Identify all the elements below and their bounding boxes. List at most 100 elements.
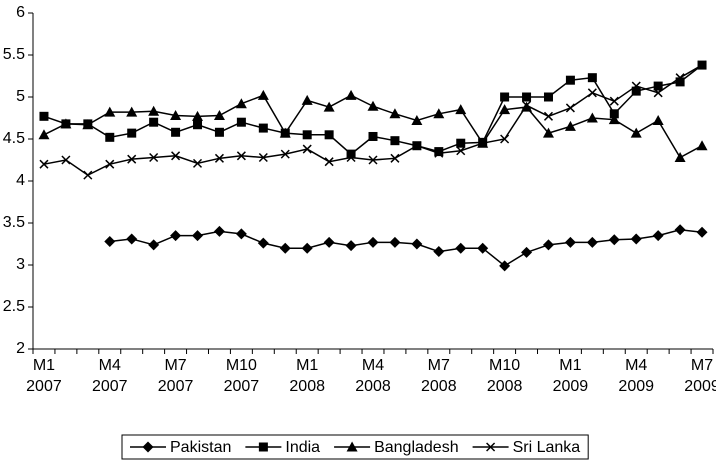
x-tick-label-box: M4 2007 bbox=[91, 357, 128, 395]
x-tick-label: M1 2007 bbox=[26, 357, 62, 395]
marker bbox=[522, 92, 532, 102]
marker bbox=[192, 230, 204, 242]
marker bbox=[148, 105, 160, 116]
marker bbox=[499, 260, 511, 272]
marker bbox=[434, 147, 444, 157]
y-tick-label: 4.5 bbox=[3, 130, 25, 147]
marker bbox=[105, 159, 115, 169]
marker bbox=[324, 130, 334, 140]
marker bbox=[257, 89, 269, 100]
marker bbox=[104, 235, 116, 247]
marker bbox=[236, 117, 246, 127]
x-tick-label: M1 2008 bbox=[289, 357, 325, 395]
marker bbox=[126, 233, 138, 245]
marker bbox=[500, 134, 510, 144]
marker bbox=[83, 170, 93, 180]
legend-label: Sri Lanka bbox=[513, 439, 581, 456]
marker bbox=[39, 111, 49, 121]
marker bbox=[82, 119, 94, 130]
x-tick-label: M4 2008 bbox=[355, 357, 391, 395]
marker bbox=[302, 130, 312, 140]
marker bbox=[478, 138, 488, 148]
marker bbox=[608, 234, 620, 246]
marker bbox=[142, 441, 154, 453]
marker bbox=[279, 127, 291, 138]
marker bbox=[586, 236, 598, 248]
marker bbox=[609, 109, 619, 119]
marker bbox=[564, 236, 576, 248]
marker bbox=[389, 108, 401, 119]
marker bbox=[455, 242, 467, 254]
marker bbox=[258, 123, 268, 133]
marker bbox=[170, 230, 182, 242]
marker bbox=[346, 149, 356, 159]
marker bbox=[696, 226, 708, 238]
legend-label: Pakistan bbox=[170, 439, 231, 456]
x-tick-label: M1 2009 bbox=[552, 357, 589, 395]
marker bbox=[389, 236, 401, 248]
y-tick-label: 3.5 bbox=[3, 214, 25, 231]
marker bbox=[368, 131, 378, 141]
legend-label: Bangladesh bbox=[374, 439, 459, 456]
marker bbox=[433, 108, 445, 119]
marker bbox=[213, 109, 225, 120]
marker bbox=[171, 151, 181, 161]
marker bbox=[345, 240, 357, 252]
marker bbox=[412, 141, 422, 151]
x-tick-label: M7 2007 bbox=[157, 357, 194, 395]
marker bbox=[60, 118, 72, 129]
marker bbox=[631, 86, 641, 96]
marker bbox=[631, 81, 641, 91]
marker bbox=[674, 224, 686, 236]
legend: Pakistan India Bangladesh Sri Lanka bbox=[121, 434, 589, 460]
x-tick-label-box: M7 2007 bbox=[157, 357, 194, 395]
marker bbox=[565, 75, 575, 85]
marker bbox=[301, 94, 313, 105]
marker bbox=[499, 104, 511, 115]
marker bbox=[235, 228, 247, 240]
x-tick-label-box: M7 2009 bbox=[684, 357, 716, 395]
marker bbox=[280, 149, 290, 159]
marker bbox=[235, 98, 247, 109]
marker bbox=[104, 106, 116, 117]
marker bbox=[542, 127, 554, 138]
marker bbox=[61, 155, 71, 165]
marker bbox=[149, 152, 159, 163]
marker bbox=[456, 138, 466, 148]
marker bbox=[477, 242, 489, 254]
marker bbox=[652, 230, 664, 242]
x-tick-label-box: M10 2008 bbox=[487, 357, 523, 395]
marker bbox=[565, 103, 575, 113]
x-tick-label-box: M4 2009 bbox=[618, 357, 654, 395]
marker bbox=[105, 132, 115, 142]
marker bbox=[653, 88, 663, 98]
marker bbox=[367, 100, 379, 111]
marker bbox=[587, 73, 597, 83]
y-tick-label: 6 bbox=[16, 4, 25, 21]
marker bbox=[302, 144, 312, 154]
marker bbox=[411, 115, 423, 126]
marker bbox=[126, 106, 138, 117]
marker bbox=[148, 239, 160, 251]
marker bbox=[653, 81, 663, 91]
x-tick-label-box: M7 2008 bbox=[421, 357, 457, 395]
y-tick-label: 3 bbox=[16, 256, 25, 273]
marker bbox=[564, 120, 576, 131]
marker bbox=[630, 233, 642, 245]
marker bbox=[345, 89, 357, 100]
marker bbox=[38, 129, 50, 140]
marker bbox=[608, 114, 620, 125]
marker bbox=[434, 148, 444, 158]
marker bbox=[587, 88, 597, 98]
x-tick-label: M4 2007 bbox=[91, 357, 128, 395]
marker bbox=[258, 152, 268, 163]
marker bbox=[652, 115, 664, 126]
marker bbox=[697, 60, 707, 70]
marker bbox=[390, 136, 400, 146]
y-tick-label: 4 bbox=[16, 172, 25, 189]
marker bbox=[236, 151, 246, 161]
x-tick-label-box: M1 2009 bbox=[552, 357, 589, 395]
marker bbox=[324, 157, 334, 167]
legend-label: India bbox=[285, 439, 320, 456]
marker bbox=[390, 153, 400, 163]
